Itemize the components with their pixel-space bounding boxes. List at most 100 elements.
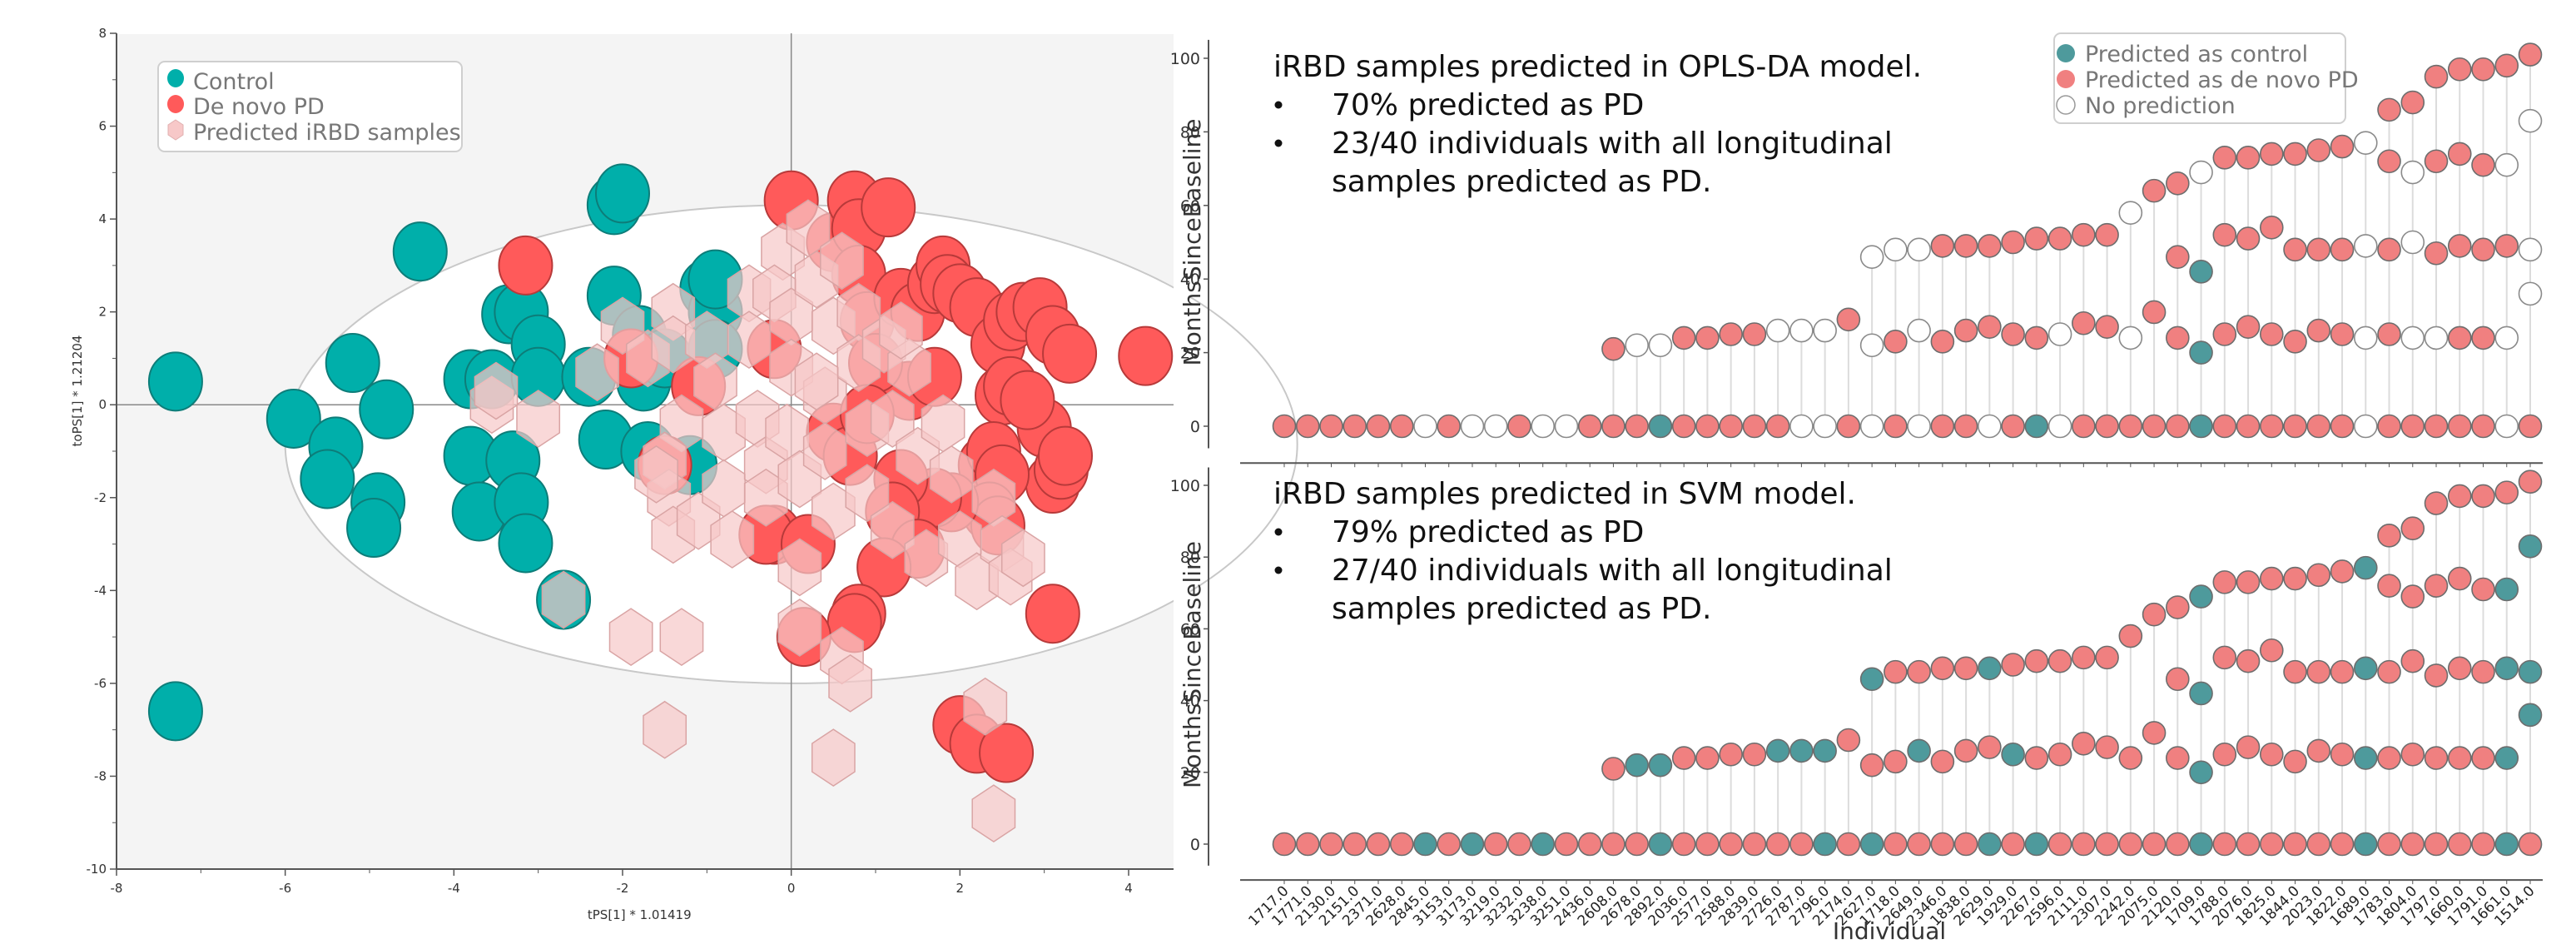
predicted-pd-point xyxy=(2283,659,2307,684)
legend-irbd-marker xyxy=(167,119,184,141)
predicted-pd-point xyxy=(2471,484,2495,509)
x-axis-label: tPS[1] * 1.01419 xyxy=(588,907,692,922)
no-prediction-point xyxy=(1907,414,1931,439)
predicted-pd-point xyxy=(2494,234,2519,258)
predicted-pd-point xyxy=(2142,832,2167,857)
y-tick-label: 4 xyxy=(98,211,107,226)
predicted-control-point xyxy=(1648,414,1673,439)
no-prediction-point xyxy=(1907,318,1931,343)
predicted-pd-point xyxy=(2118,746,2143,770)
predicted-pd-point xyxy=(2377,237,2401,262)
predicted-pd-point xyxy=(1953,234,1978,258)
predicted-pd-point xyxy=(2518,42,2543,67)
predicted-control-point xyxy=(2189,340,2213,365)
predicted-control-point xyxy=(1859,832,1884,857)
x-tick-label: 2 xyxy=(956,881,965,896)
no-prediction-point xyxy=(1531,414,1555,439)
predicted-pd-point xyxy=(1577,832,1602,857)
predicted-irbd-point xyxy=(659,608,704,666)
predicted-pd-point xyxy=(1930,414,1955,439)
no-prediction-point xyxy=(2353,234,2378,258)
predicted-pd-point xyxy=(1742,742,1767,767)
predicted-control-point xyxy=(2494,832,2519,857)
predicted-irbd-point xyxy=(777,538,822,597)
no-prediction-point xyxy=(2400,325,2425,350)
predicted-pd-point xyxy=(2494,480,2519,504)
predicted-pd-point xyxy=(1389,832,1414,857)
predicted-pd-point xyxy=(2447,832,2472,857)
predicted-pd-point xyxy=(1343,832,1367,857)
predicted-irbd-point xyxy=(828,653,872,713)
predicted-control-point xyxy=(2353,832,2378,857)
predicted-irbd-point xyxy=(643,700,687,759)
predicted-pd-point xyxy=(2377,746,2401,770)
predicted-pd-point xyxy=(1507,414,1531,439)
predicted-pd-point xyxy=(2424,149,2449,174)
predicted-pd-point xyxy=(1601,336,1626,361)
predicted-pd-point xyxy=(2118,832,2143,857)
predicted-pd-point xyxy=(1507,832,1531,857)
predicted-pd-point xyxy=(2377,659,2401,684)
predicted-pd-point xyxy=(2400,832,2425,857)
y-tick-label: 0 xyxy=(98,397,107,412)
y-tick-label: 40 xyxy=(1180,693,1200,711)
de-novo-pd-point xyxy=(498,235,553,296)
y-tick-label: 80 xyxy=(1180,549,1200,567)
no-prediction-point xyxy=(2047,322,2072,346)
predicted-pd-point xyxy=(1625,832,1649,857)
predicted-pd-point xyxy=(2377,524,2401,548)
legend-box xyxy=(157,61,463,152)
predicted-pd-point xyxy=(1695,325,1720,350)
predicted-pd-point xyxy=(2447,746,2472,770)
predicted-pd-point xyxy=(2142,721,2167,745)
control-point xyxy=(266,388,321,449)
predicted-pd-point xyxy=(2447,484,2472,509)
predicted-pd-point xyxy=(2166,667,2190,692)
predicted-pd-point xyxy=(2306,563,2331,588)
predicted-irbd-point xyxy=(634,445,678,504)
predicted-pd-point xyxy=(1765,832,1790,857)
bullet-icon xyxy=(1274,101,1283,109)
de-novo-pd-point xyxy=(1000,370,1055,430)
predicted-control-point xyxy=(2189,414,2213,439)
predicted-control-point xyxy=(2494,577,2519,602)
predicted-pd-point xyxy=(2212,146,2237,170)
legend-box xyxy=(2053,32,2346,124)
predicted-irbd-point xyxy=(794,352,839,411)
y-tick-label: 6 xyxy=(98,119,107,134)
annotation-bullet-2-line-1: 23/40 individuals with all longitudinal xyxy=(1332,127,1893,161)
predicted-pd-point xyxy=(2072,222,2096,247)
predicted-pd-point xyxy=(1319,832,1343,857)
predicted-pd-point xyxy=(2142,602,2167,627)
predicted-control-point xyxy=(1531,832,1555,857)
predicted-pd-point xyxy=(1272,832,1297,857)
predicted-irbd-point xyxy=(870,500,915,559)
no-prediction-point xyxy=(1483,414,1508,439)
legend-irbd-label: Predicted iRBD samples xyxy=(193,120,461,146)
control-point xyxy=(498,513,553,574)
no-prediction-point xyxy=(2118,325,2143,350)
predicted-pd-point xyxy=(2072,732,2096,756)
control-point xyxy=(392,221,448,282)
predicted-pd-point xyxy=(2377,832,2401,857)
plot-clip-right xyxy=(1174,0,1190,944)
predicted-pd-point xyxy=(1907,832,1931,857)
no-prediction-point xyxy=(2189,160,2213,185)
predicted-irbd-point xyxy=(879,301,923,360)
predicted-pd-point xyxy=(1765,414,1790,439)
predicted-pd-point xyxy=(2377,97,2401,122)
predicted-pd-point xyxy=(1671,832,1696,857)
predicted-pd-point xyxy=(2424,414,2449,439)
predicted-pd-point xyxy=(2494,53,2519,78)
predicted-pd-point xyxy=(2047,648,2072,673)
predicted-pd-point xyxy=(2260,566,2284,591)
predicted-pd-point xyxy=(2377,414,2401,439)
predicted-pd-point xyxy=(2330,134,2355,159)
predicted-pd-point xyxy=(2306,738,2331,763)
predicted-pd-point xyxy=(1930,330,1955,354)
legend-marker-p xyxy=(2057,70,2075,88)
de-novo-pd-point xyxy=(1025,584,1080,644)
predicted-control-point xyxy=(2494,746,2519,770)
no-prediction-point xyxy=(1789,318,1814,343)
